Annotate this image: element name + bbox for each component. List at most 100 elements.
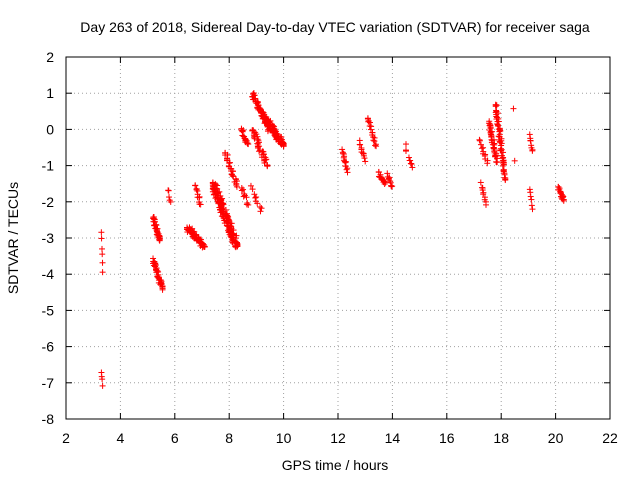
data-point [256,143,263,150]
data-point [526,131,533,138]
data-point [249,93,256,100]
y-tick-label: -3 [42,230,55,246]
data-point [495,115,502,122]
data-point [403,141,409,148]
data-point [154,267,161,274]
data-point [99,269,106,276]
data-point [381,181,388,188]
data-point [357,141,364,148]
chart-title: Day 263 of 2018, Sidereal Day-to-day VTE… [80,19,590,35]
data-point [249,186,256,193]
y-tick-label: 2 [46,49,54,65]
data-point [98,235,105,242]
data-point [480,189,487,196]
data-point [389,183,396,190]
data-point [99,245,106,252]
data-point [233,183,240,190]
data-point [99,382,106,389]
data-point [159,286,166,293]
data-point [344,169,351,176]
data-point [529,146,536,153]
data-point [555,183,562,190]
data-point [560,197,567,204]
data-point [511,157,518,164]
data-point [528,202,535,209]
data-point [245,201,252,208]
data-point [156,236,163,243]
data-point [222,206,229,213]
y-tick-label: -4 [42,266,55,282]
data-point [166,194,173,201]
x-tick-label: 18 [493,430,509,446]
data-point [229,172,236,179]
data-point [264,128,271,135]
data-point [252,194,259,201]
data-point [218,206,225,213]
data-point [224,156,231,163]
data-point [216,188,223,195]
data-point [243,194,250,201]
data-point [264,161,271,168]
data-point [362,158,369,165]
data-point [477,141,484,148]
data-point [251,134,258,141]
data-point [490,145,497,152]
data-point [245,141,252,148]
x-tick-label: 12 [330,430,346,446]
data-point [382,179,389,186]
x-axis-ticks: 2 4 6 8 10 12 14 16 18 20 22 [62,57,618,446]
data-points [98,90,567,389]
data-point [408,161,415,168]
data-point [483,201,490,208]
data-point [405,154,412,161]
x-tick-label: 16 [439,430,455,446]
data-point [373,143,380,150]
y-tick-label: 0 [46,121,54,137]
x-tick-label: 10 [276,430,292,446]
data-point [228,233,235,240]
data-point [409,164,416,171]
y-tick-label: -7 [42,375,55,391]
data-point [500,168,507,175]
data-point [280,143,287,150]
data-point [499,162,506,169]
data-point [343,166,350,173]
x-tick-label: 4 [117,430,125,446]
data-point [257,208,264,215]
data-point [99,259,106,266]
data-point [249,127,256,134]
data-point [247,182,254,189]
data-point [258,205,265,212]
data-point [493,158,500,165]
x-tick-label: 14 [385,430,401,446]
data-point [99,251,106,258]
x-tick-label: 20 [548,430,564,446]
y-axis-label: SDTVAR / TECUs [5,182,21,294]
data-point [98,229,105,236]
y-tick-label: -2 [42,194,55,210]
data-point [99,376,106,383]
data-point [494,114,501,121]
data-point [238,187,245,194]
data-point [372,142,379,149]
data-point [370,137,377,144]
x-tick-label: 6 [171,430,179,446]
data-point [234,243,241,250]
data-point [240,186,247,193]
data-point [484,160,491,167]
data-point [197,201,204,208]
data-point [244,140,251,147]
data-point [528,196,535,203]
x-axis-label: GPS time / hours [282,457,389,473]
data-point [167,198,174,205]
data-point [529,206,536,213]
data-point [193,186,200,193]
data-point [339,146,346,153]
data-point [196,193,203,200]
y-axis-ticks: -8 -7 -6 -5 -4 -3 -2 -1 0 1 2 [42,49,610,427]
x-tick-label: 2 [62,430,70,446]
data-point [367,126,374,133]
data-point [255,143,262,150]
data-point [407,160,414,167]
